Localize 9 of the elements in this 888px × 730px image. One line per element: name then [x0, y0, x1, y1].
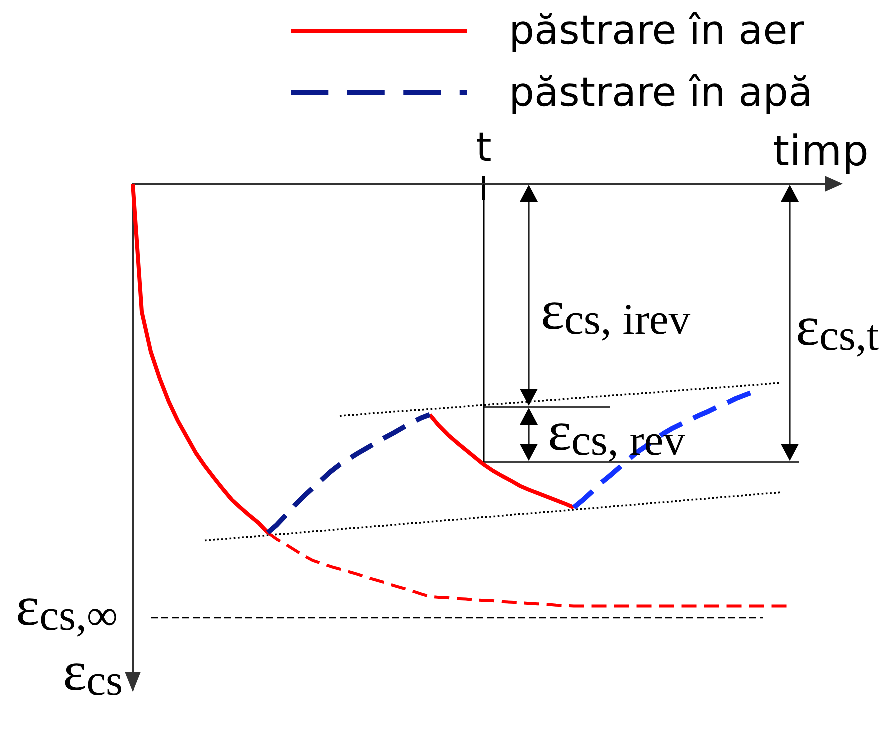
legend-label: păstrare în aer: [509, 8, 805, 54]
x-axis-title: timp: [773, 126, 869, 176]
annotation: ε$_{cs,t}$: [796, 296, 879, 360]
annotation: ε$_{cs, rev}$: [548, 400, 686, 465]
y-axis-title: ε$_{cs}$: [63, 641, 123, 706]
legend-label: păstrare în apă: [509, 70, 814, 116]
text: ε$_{cs,∞}$: [16, 576, 118, 640]
annotation: ε$_{cs, irev}$: [541, 280, 691, 344]
text: t: [476, 125, 492, 171]
